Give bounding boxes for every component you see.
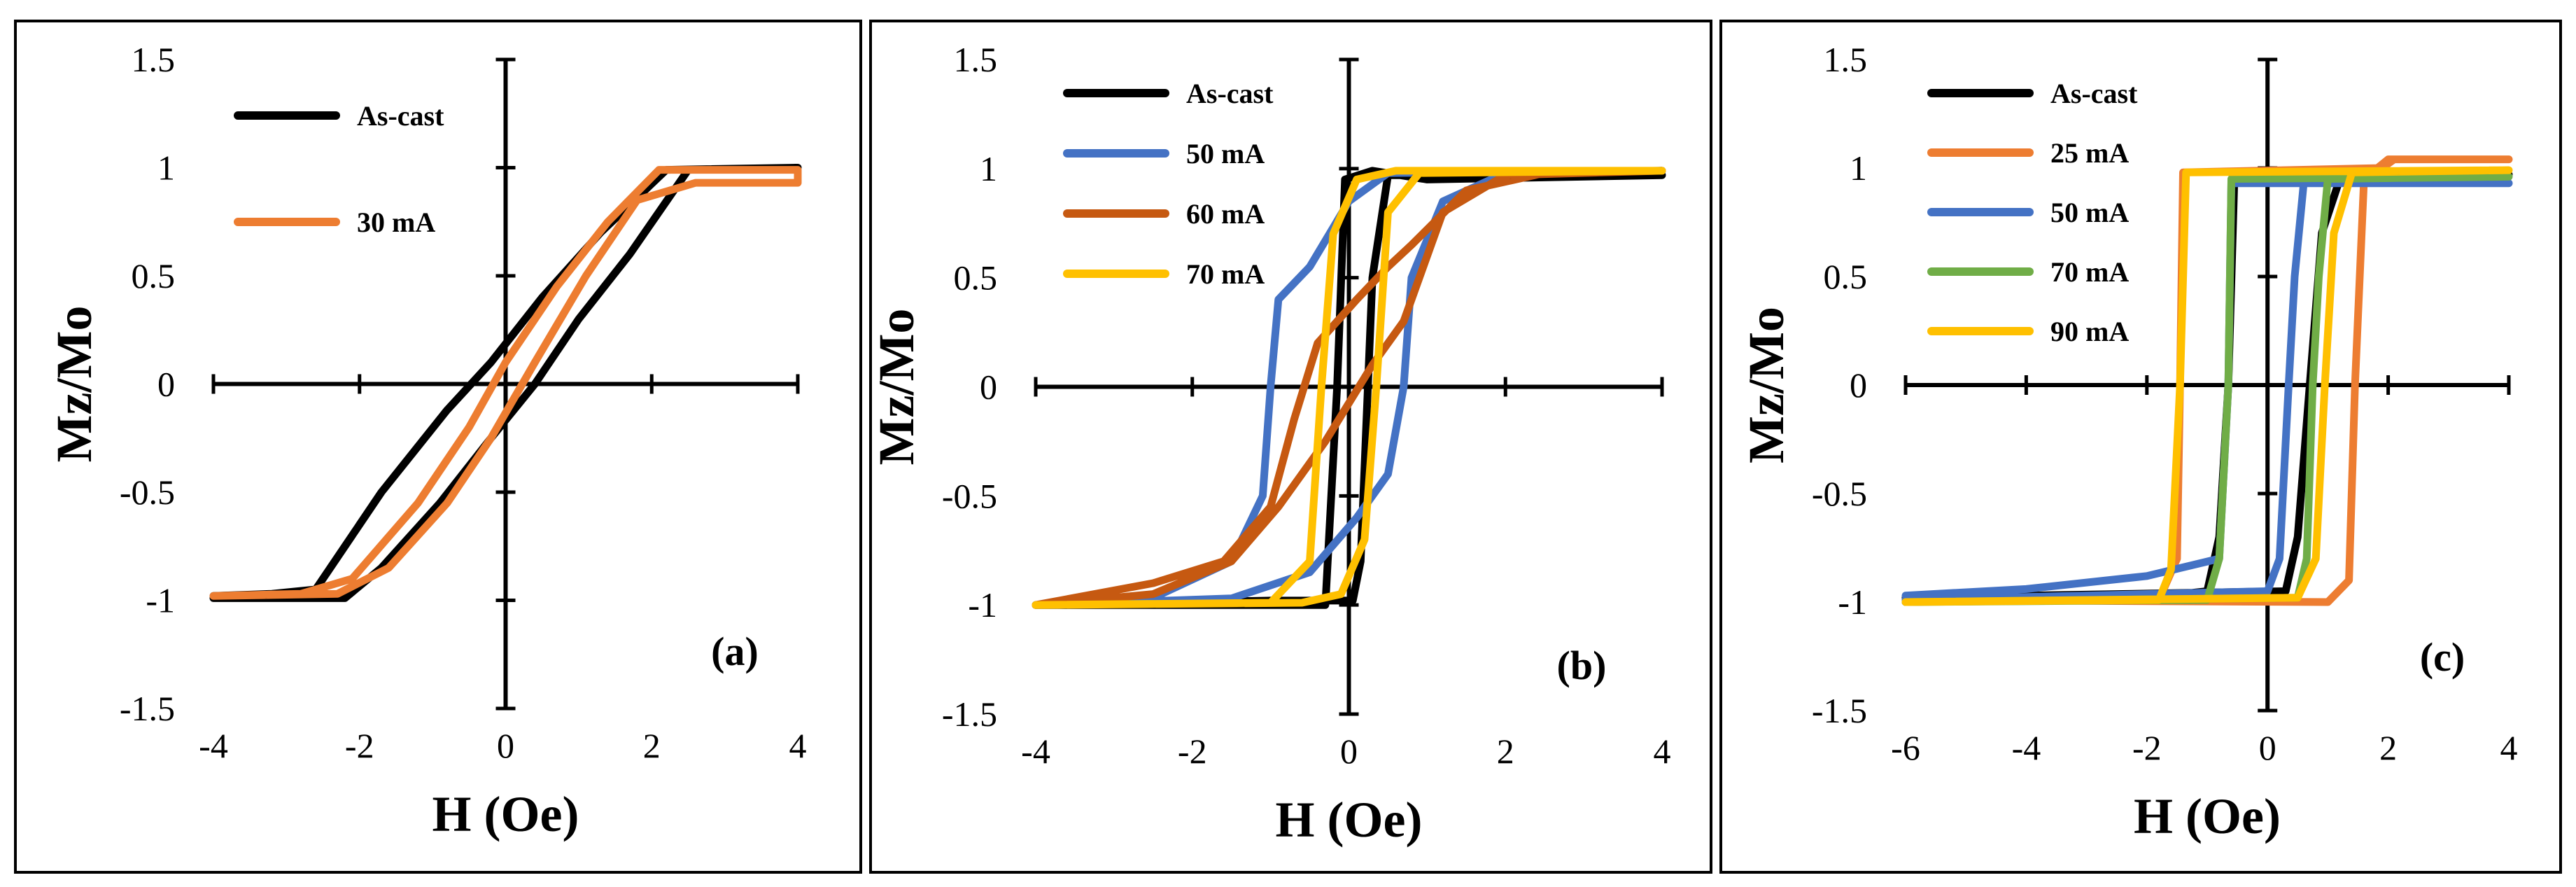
legend-label: 70 mA bbox=[2050, 256, 2129, 288]
chart-2: -6 -4 -2 0 2 4 1.5 1 0.5 0 -0.5 -1 -1.5 H (Oe) Mz/Mo As… bbox=[1738, 40, 2518, 844]
legend-label: 50 mA bbox=[2050, 197, 2129, 228]
x-tick-label: -6 bbox=[1891, 728, 1920, 767]
x-tick-label: -4 bbox=[2012, 728, 2041, 767]
y-tick-label: 1 bbox=[1850, 148, 1867, 188]
x-axis-title: H (Oe) bbox=[2134, 788, 2281, 844]
panel-label: (a) bbox=[711, 629, 759, 674]
legend-label: 30 mA bbox=[357, 207, 435, 238]
y-tick-label: 1 bbox=[157, 148, 175, 188]
y-tick-label: 1.5 bbox=[132, 40, 176, 79]
y-tick-label: -0.5 bbox=[942, 476, 997, 515]
legend-label: As-cast bbox=[1186, 78, 1274, 109]
chart-0: -4 -2 0 2 4 1.5 1 0.5 0 -0.5 -1 -1.5 H (Oe) Mz/Mo As-c… bbox=[46, 40, 807, 842]
y-tick-label: 0 bbox=[157, 365, 175, 404]
y-tick-label: -1.5 bbox=[1812, 691, 1867, 730]
legend-label: As-cast bbox=[357, 100, 444, 132]
y-tick-label: -1 bbox=[1838, 582, 1867, 622]
x-tick-label: 0 bbox=[2259, 728, 2276, 767]
x-tick-label: 4 bbox=[2500, 728, 2518, 767]
y-tick-label: -0.5 bbox=[1812, 474, 1867, 513]
y-tick-label: 0.5 bbox=[132, 256, 176, 295]
chart-panel-a bbox=[14, 20, 862, 874]
legend-label: 50 mA bbox=[1186, 138, 1265, 169]
chart-1: -4 -2 0 2 4 1.5 1 0.5 0 -0.5 -1 -1.5 H (Oe) Mz/Mo As-c… bbox=[868, 40, 1671, 848]
series-curve-as-cast bbox=[1901, 170, 2513, 606]
x-tick-label: -2 bbox=[1178, 732, 1207, 771]
series-curve-30-ma bbox=[209, 166, 802, 600]
y-tick-label: 1.5 bbox=[954, 40, 998, 79]
legend-label: 60 mA bbox=[1186, 198, 1265, 230]
series-curve-90-ma bbox=[1901, 166, 2513, 606]
y-tick-label: -0.5 bbox=[120, 473, 175, 512]
chart-panel-b bbox=[869, 20, 1712, 874]
y-tick-label: 0.5 bbox=[954, 258, 998, 298]
legend-label: As-cast bbox=[2050, 78, 2138, 109]
x-tick-label: -4 bbox=[199, 726, 228, 765]
y-axis-title: Mz/Mo bbox=[868, 309, 924, 466]
x-tick-label: 0 bbox=[1340, 732, 1358, 771]
x-tick-label: 0 bbox=[497, 726, 514, 765]
series-curve-25-ma bbox=[1901, 155, 2513, 606]
x-tick-label: 2 bbox=[643, 726, 661, 765]
x-tick-label: -4 bbox=[1021, 732, 1050, 771]
series-curve-70-ma bbox=[1032, 167, 1666, 609]
x-tick-label: 2 bbox=[1497, 732, 1514, 771]
x-tick-label: 4 bbox=[789, 726, 807, 765]
y-tick-label: -1.5 bbox=[942, 694, 997, 734]
y-axis-title: Mz/Mo bbox=[1738, 307, 1794, 463]
x-axis-title: H (Oe) bbox=[432, 786, 579, 842]
y-axis-title: Mz/Mo bbox=[46, 306, 102, 463]
series-curve-70-ma bbox=[1901, 172, 2513, 606]
panel-label: (b) bbox=[1557, 643, 1607, 688]
legend-label: 25 mA bbox=[2050, 137, 2129, 169]
y-tick-label: 0 bbox=[980, 368, 997, 407]
legend-label: 70 mA bbox=[1186, 258, 1265, 290]
y-tick-label: 1 bbox=[980, 149, 997, 188]
series-curve-as-cast bbox=[1032, 167, 1666, 609]
y-tick-label: -1.5 bbox=[120, 689, 175, 728]
panel-label: (c) bbox=[2420, 634, 2465, 680]
y-tick-label: -1 bbox=[968, 585, 997, 624]
series-curve-50-ma bbox=[1901, 179, 2513, 604]
y-tick-label: 0 bbox=[1850, 365, 1867, 405]
legend-label: 90 mA bbox=[2050, 316, 2129, 347]
x-tick-label: 2 bbox=[2379, 728, 2397, 767]
x-axis-title: H (Oe) bbox=[1276, 792, 1423, 848]
y-tick-label: 1.5 bbox=[1824, 40, 1868, 79]
x-tick-label: 4 bbox=[1654, 732, 1671, 771]
y-tick-label: 0.5 bbox=[1824, 257, 1868, 296]
x-tick-label: -2 bbox=[2132, 728, 2162, 767]
y-tick-label: -1 bbox=[146, 581, 175, 620]
x-tick-label: -2 bbox=[345, 726, 374, 765]
